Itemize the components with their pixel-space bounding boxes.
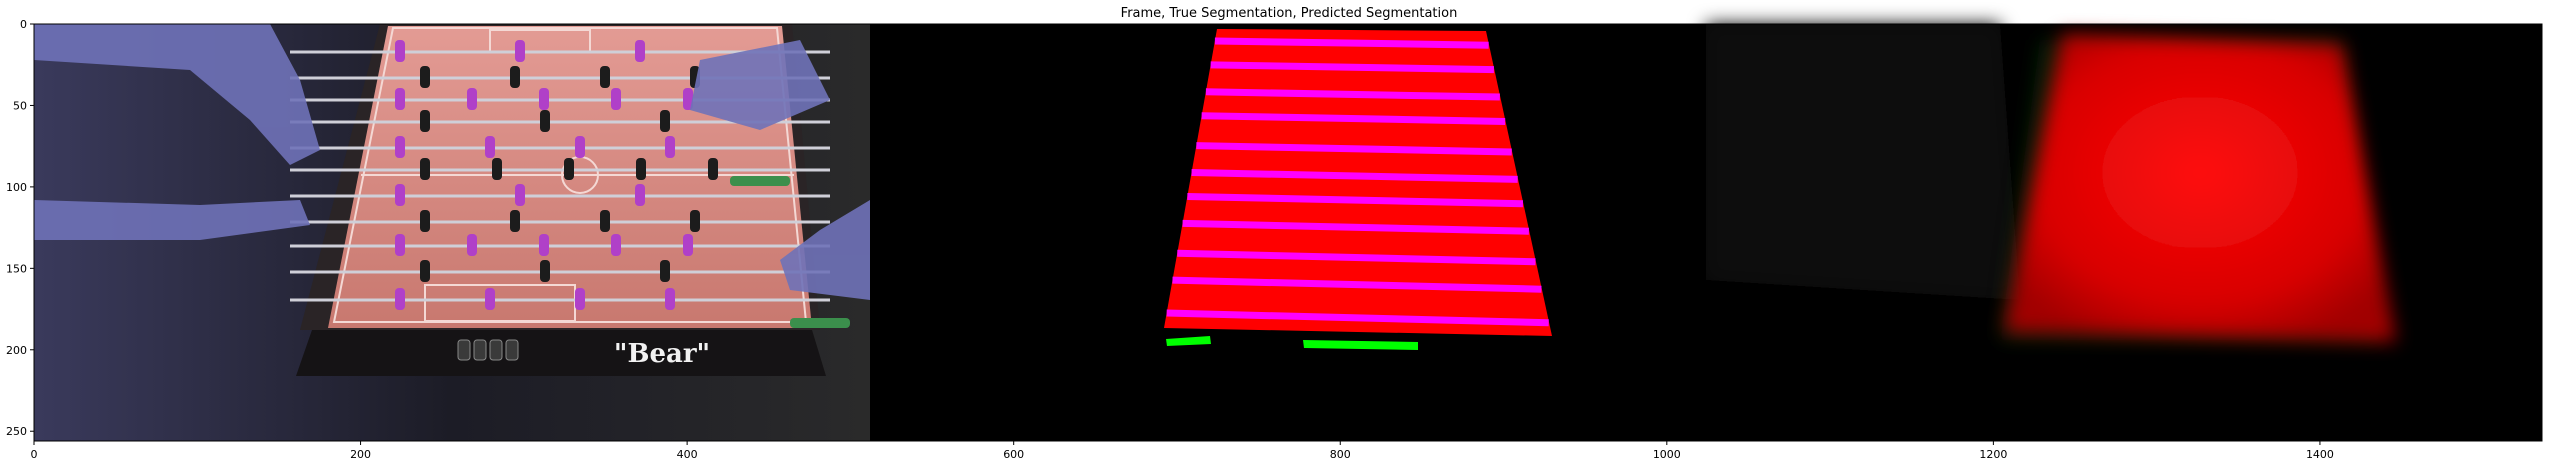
frame-player-figure: [708, 158, 718, 180]
x-tick-label: 1400: [2306, 448, 2334, 461]
rod-handles: [730, 176, 850, 328]
frame-player-figure: [660, 260, 670, 282]
true-seg-rod-stripe: [1177, 249, 1536, 266]
frame-player-figure: [564, 158, 574, 180]
frame-player-figure: [665, 288, 675, 310]
frame-player-figure: [665, 136, 675, 158]
frame-player-figure: [683, 234, 693, 256]
frame-player-figure: [635, 184, 645, 206]
x-tick-label: 800: [1330, 448, 1351, 461]
true-seg-rod-stripe: [1166, 309, 1549, 327]
frame-player-figure: [539, 88, 549, 110]
true-seg-handle: [1166, 336, 1211, 346]
true-seg-rod-stripe: [1214, 37, 1489, 49]
frame-player-figure: [510, 210, 520, 232]
true-seg-handles: [1166, 336, 1418, 350]
frame-player-figure: [395, 288, 405, 310]
frame-player-figure: [515, 40, 525, 62]
true-seg-rod-stripe: [1205, 88, 1500, 101]
frame-player-figure: [600, 210, 610, 232]
y-axis: 0 50 100 150 200 250: [6, 18, 34, 438]
x-tick-label: 600: [1003, 448, 1024, 461]
frame-player-figure: [395, 88, 405, 110]
frame-player-figure: [395, 234, 405, 256]
frame-player-figure: [575, 136, 585, 158]
frame-player-figure: [660, 110, 670, 132]
frame-player-figure: [485, 136, 495, 158]
predicted-segmentation-panel: [1706, 24, 2542, 441]
frame-player-figure: [395, 40, 405, 62]
frame-player-figure: [611, 234, 621, 256]
frame-player-figure: [467, 88, 477, 110]
y-tick-label: 100: [6, 181, 27, 194]
goal-bumpers: [457, 339, 519, 361]
x-tick-label: 0: [31, 448, 38, 461]
frame-player-figure: [539, 234, 549, 256]
frame-player-figure: [600, 66, 610, 88]
frame-player-figure: [510, 66, 520, 88]
frame-player-figure: [395, 184, 405, 206]
frame-player-figure: [683, 88, 693, 110]
frame-player-figure: [420, 158, 430, 180]
true-seg-rod-stripe: [1196, 142, 1512, 156]
true-seg-rod-stripe: [1182, 219, 1529, 235]
y-tick-label: 50: [13, 99, 27, 112]
table-logo-text: "Bear": [614, 339, 710, 369]
frame-player-figure: [635, 40, 645, 62]
true-seg-rod-stripe: [1172, 276, 1542, 293]
frame-player-figure: [690, 210, 700, 232]
frame-player-figure: [492, 158, 502, 180]
frame-player-figure: [420, 210, 430, 232]
true-seg-rod-stripe: [1187, 192, 1524, 208]
frame-player-figure: [540, 110, 550, 132]
table-end-plate: [296, 330, 826, 376]
true-segmentation-panel: [870, 24, 1706, 441]
frame-player-figure: [420, 66, 430, 88]
pred-seg-field: [2004, 34, 2396, 342]
frame-player-figure: [636, 158, 646, 180]
frame-player-figure: [420, 260, 430, 282]
x-tick-label: 400: [677, 448, 698, 461]
frame-player-figure: [515, 184, 525, 206]
true-seg-handle: [1303, 340, 1418, 350]
frame-player-figure: [540, 260, 550, 282]
frame-player-figure: [467, 234, 477, 256]
frame-player-figure: [611, 88, 621, 110]
x-tick-label: 1000: [1653, 448, 1681, 461]
x-axis: 0 200 400 600 800 1000 1200 1400: [31, 441, 2334, 461]
frame-player-figure: [575, 288, 585, 310]
x-tick-label: 200: [350, 448, 371, 461]
y-tick-label: 150: [6, 262, 27, 275]
x-tick-label: 1200: [1979, 448, 2007, 461]
pred-seg-noise: [1706, 24, 2020, 300]
true-seg-rod-stripe: [1191, 169, 1518, 183]
frame-player-figure: [420, 110, 430, 132]
true-seg-rods: [1166, 37, 1549, 327]
true-seg-rod-stripe: [1201, 112, 1506, 125]
axes-frame: [33, 23, 2543, 442]
frame-panel: "Bear": [34, 24, 870, 441]
y-tick-label: 200: [6, 344, 27, 357]
y-tick-label: 250: [6, 425, 27, 438]
y-tick-label: 0: [20, 18, 27, 31]
true-seg-rod-stripe: [1210, 61, 1494, 74]
chart-title: Frame, True Segmentation, Predicted Segm…: [1121, 6, 1458, 21]
foosball-rods: [290, 40, 830, 310]
player-hands: [34, 24, 870, 300]
frame-player-figure: [395, 136, 405, 158]
frame-player-figure: [485, 288, 495, 310]
